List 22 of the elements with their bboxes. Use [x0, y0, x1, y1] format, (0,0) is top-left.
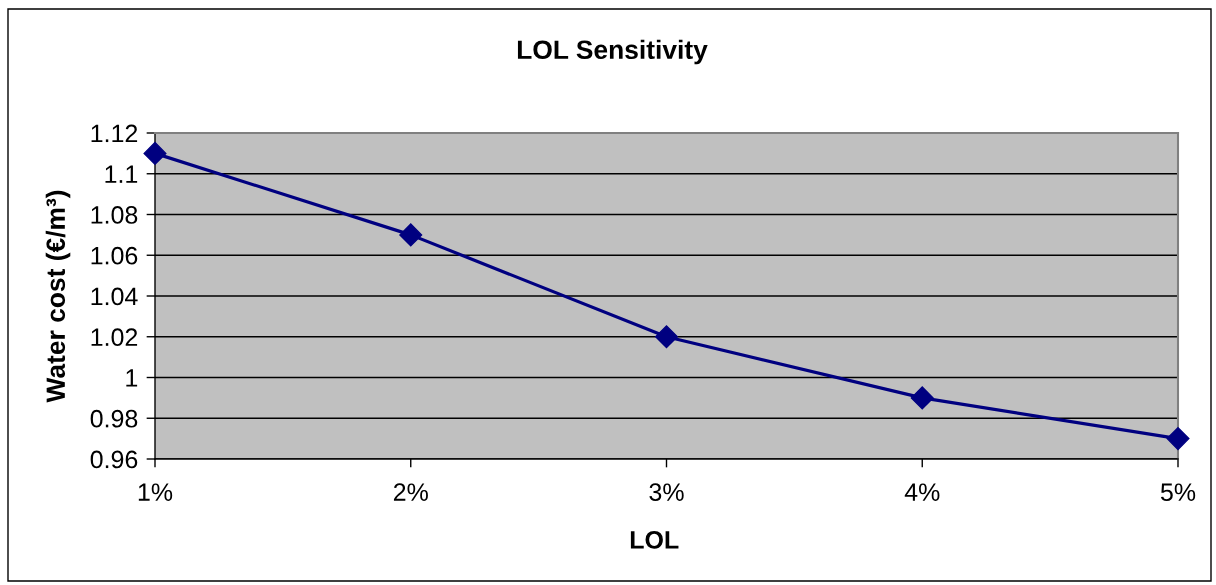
- y-tick-label: 1: [126, 369, 138, 387]
- y-tick-label: 1.1: [105, 165, 138, 183]
- x-tick-label: 3%: [649, 483, 684, 501]
- point: [910, 386, 934, 410]
- point: [1166, 427, 1190, 451]
- y-tick-label: 0.98: [90, 409, 138, 428]
- y-tick-label: 1.08: [91, 206, 138, 224]
- y-tick-label: 1.02: [91, 328, 138, 347]
- x-tick-label: 2%: [393, 483, 428, 501]
- y-tick-label: 1.04: [91, 287, 138, 306]
- point: [655, 325, 678, 349]
- x-axis-title: LOL: [630, 531, 679, 549]
- y-axis-title: Water cost (€/m³): [45, 190, 71, 403]
- x-tick-label: 4%: [904, 483, 940, 501]
- y-tick-label: 0.96: [90, 450, 138, 469]
- x-tick-label: 5%: [1160, 483, 1196, 501]
- point: [143, 141, 167, 165]
- chart-title: LOL Sensitivity: [517, 39, 708, 65]
- y-tick-label: 1.06: [91, 246, 138, 265]
- x-tick-label: 1%: [138, 483, 173, 501]
- point: [399, 223, 423, 247]
- y-tick-label: 1.12: [91, 124, 138, 143]
